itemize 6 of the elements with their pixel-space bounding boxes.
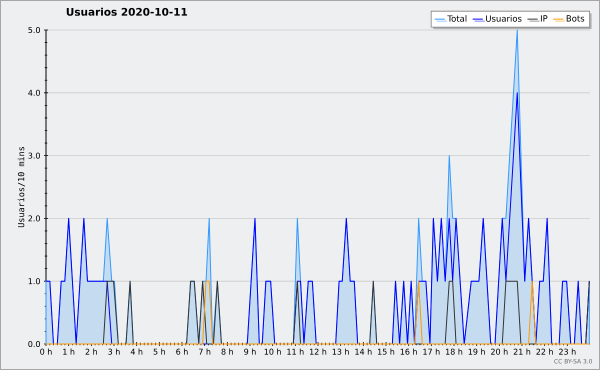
legend-label: Usuarios xyxy=(486,15,522,22)
legend-label: Total xyxy=(447,15,466,22)
y-axis-title: Usuarios/10 mins xyxy=(18,147,25,228)
legend-label: Bots xyxy=(566,15,584,22)
chart-title: Usuarios 2020-10-11 xyxy=(66,8,188,16)
legend-label: IP xyxy=(540,15,548,22)
